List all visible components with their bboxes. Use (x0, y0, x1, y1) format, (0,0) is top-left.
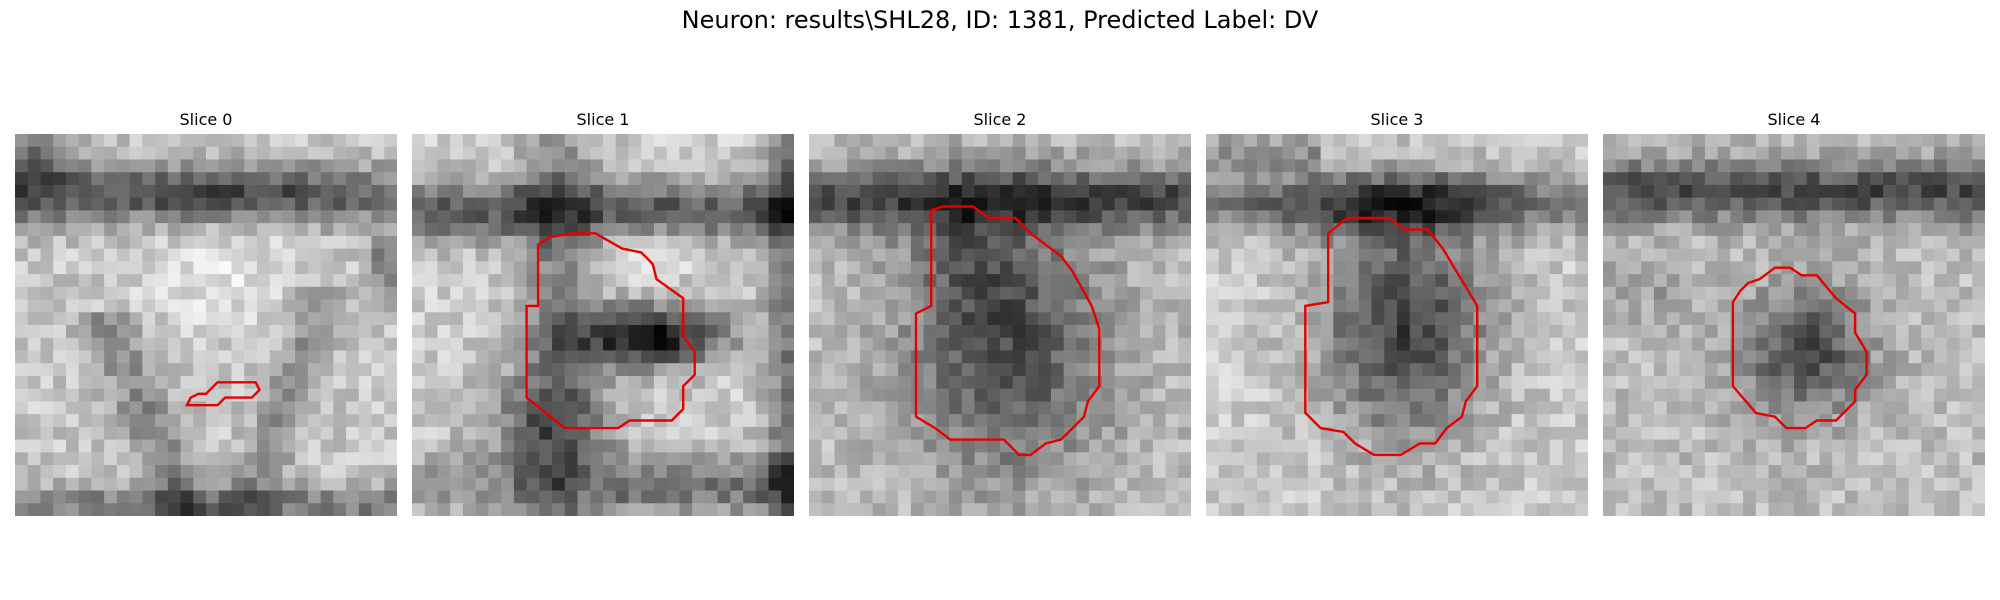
pixel-grid (1603, 134, 1985, 516)
slice-panel-3: Slice 3 (1206, 110, 1588, 528)
pixel-grid (1206, 134, 1588, 516)
slice-panel-0: Slice 0 (15, 110, 397, 528)
slice-title-0: Slice 0 (179, 110, 233, 129)
slice-title-4: Slice 4 (1767, 110, 1821, 129)
segmentation-contour (1304, 216, 1479, 457)
slice-image-3 (1206, 134, 1588, 516)
slice-image-0 (15, 134, 397, 516)
slice-title-1: Slice 1 (576, 110, 630, 129)
slice-panel-1: Slice 1 (412, 110, 794, 528)
segmentation-contour (1731, 266, 1868, 430)
pixel-grid (412, 134, 794, 516)
slice-image-4 (1603, 134, 1985, 516)
pixel-grid (15, 134, 397, 516)
slice-panel-4: Slice 4 (1603, 110, 1985, 528)
slice-panel-2: Slice 2 (809, 110, 1191, 528)
slice-image-1 (412, 134, 794, 516)
segmentation-contour (184, 381, 261, 407)
slice-title-2: Slice 2 (973, 110, 1027, 129)
segmentation-contour (914, 205, 1101, 457)
pixel-grid (809, 134, 1191, 516)
slice-title-3: Slice 3 (1370, 110, 1424, 129)
slice-image-2 (809, 134, 1191, 516)
figure-title: Neuron: results\SHL28, ID: 1381, Predict… (681, 6, 1319, 34)
segmentation-contour (525, 232, 696, 430)
